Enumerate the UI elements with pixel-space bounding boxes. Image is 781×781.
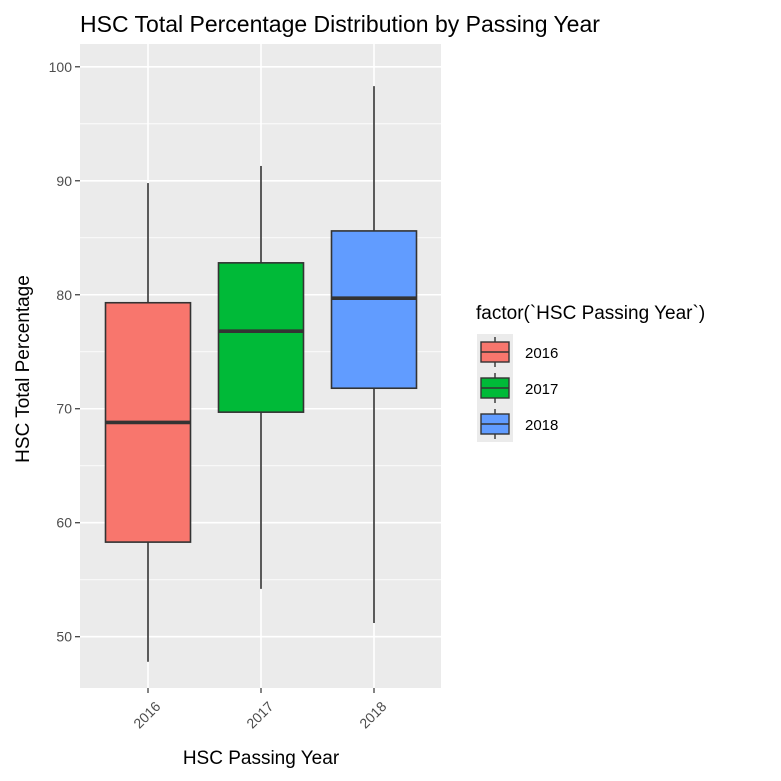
y-tick-label: 90: [56, 173, 72, 189]
y-tick-label: 80: [56, 287, 72, 303]
y-axis: 50 60 70 80 90 100: [49, 59, 80, 645]
x-tick-label: 2016: [130, 698, 163, 731]
box-iqr: [217, 262, 305, 413]
y-axis-title: HSC Total Percentage: [13, 275, 34, 463]
legend: factor(`HSC Passing Year`) 2016 2017 2018: [476, 303, 705, 442]
chart-title: HSC Total Percentage Distribution by Pas…: [80, 11, 600, 37]
legend-item-2018: 2018: [477, 406, 558, 442]
y-tick-label: 100: [49, 59, 73, 75]
legend-keys: 2016 2017 2018: [477, 334, 558, 442]
x-tick-label: 2017: [243, 698, 276, 731]
x-tick-label: 2018: [356, 698, 389, 731]
legend-item-2017: 2017: [477, 370, 558, 406]
boxes-layer: [104, 86, 418, 662]
legend-label: 2017: [525, 381, 558, 398]
x-axis: 2016 2017 2018: [130, 688, 390, 732]
legend-label: 2018: [525, 417, 558, 434]
box-2016: [104, 183, 192, 662]
y-tick-label: 50: [56, 629, 72, 645]
box-2017: [217, 165, 305, 589]
legend-label: 2016: [525, 345, 558, 362]
y-tick-label: 60: [56, 515, 72, 531]
legend-item-2016: 2016: [477, 334, 558, 370]
x-axis-title: HSC Passing Year: [183, 748, 340, 769]
box-iqr: [330, 230, 418, 390]
box-2018: [330, 86, 418, 624]
legend-title: factor(`HSC Passing Year`): [476, 303, 705, 324]
y-tick-label: 70: [56, 401, 72, 417]
